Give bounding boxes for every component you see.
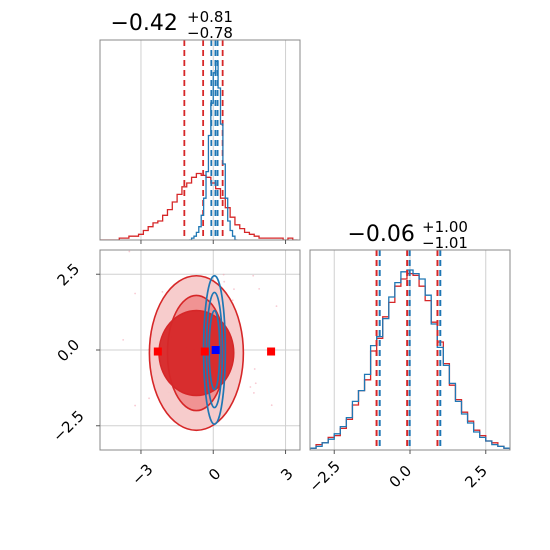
joint-sample-point: [128, 250, 131, 253]
joint-sample-point: [223, 280, 226, 283]
panel-2-title-minus: −1.01: [422, 234, 468, 252]
panel-2-xtick-label-0: −2.5: [305, 457, 343, 495]
joint-sample-point: [249, 386, 252, 388]
joint-sample-point: [275, 305, 278, 308]
joint-red-marker-2: [267, 347, 276, 356]
joint-sample-point: [148, 397, 150, 400]
joint-blue-marker-0: [211, 346, 220, 354]
panel-2-xtick-label-2: 2.5: [461, 462, 491, 492]
joint-sample-point: [161, 290, 164, 293]
joint-red-marker-0: [153, 347, 162, 356]
panel-2-ticks: −2.5 0.0 2.5: [305, 450, 491, 496]
joint-red-marker-1: [200, 347, 209, 356]
joint-xtick-label-2: 3: [277, 465, 296, 484]
joint-sample-point: [254, 382, 257, 385]
panel-1-title-plus: +0.81: [187, 8, 233, 26]
panel-2-xtick-label-1: 0.0: [386, 462, 416, 492]
joint-sample-point: [134, 292, 137, 295]
panel-2-title: −0.06 +1.00 −1.01: [347, 217, 473, 252]
joint-ytick-label-2: −2.5: [49, 407, 87, 445]
joint-ytick-label-0: 2.5: [54, 260, 84, 290]
marginal-panel-2: −2.5 0.0 2.5 −0.06 +1.00 −1.01: [305, 217, 511, 496]
joint-sample-point: [252, 392, 255, 394]
joint-xtick-label-0: −3: [128, 460, 156, 488]
joint-sample-point: [252, 274, 255, 277]
joint-sample-point: [178, 237, 180, 239]
panel-1-grid: [140, 40, 287, 240]
panel-1-marks: [100, 40, 298, 240]
joint-marks: [122, 237, 324, 432]
joint-sample-point: [253, 368, 256, 370]
panel-1-hist-series-1: [189, 60, 238, 240]
joint-ytick-label-1: 0.0: [54, 336, 84, 366]
joint-panel: −3 0 3 2.5 0.0 −2.5: [49, 237, 324, 489]
joint-sample-point: [122, 338, 125, 341]
panel-1-frame: [99, 39, 301, 241]
joint-sample-point: [322, 339, 324, 341]
panel-1-ticks: [140, 240, 287, 244]
panel-1-hist-series-0: [100, 172, 298, 240]
panel-1-title-minus: −0.78: [187, 24, 233, 42]
panel-2-title-plus: +1.00: [422, 218, 468, 236]
joint-xtick-label-1: 0: [205, 465, 224, 484]
panel-1-title-median: −0.42: [110, 11, 177, 36]
marginal-panel-1: −0.42 +0.81 −0.78: [99, 7, 301, 244]
joint-blue-contour-0: [208, 309, 221, 391]
joint-sample-point: [231, 299, 234, 302]
panel-2-title-median: −0.06: [347, 222, 414, 247]
panel-2-marks: [310, 250, 510, 450]
joint-sample-point: [258, 287, 261, 290]
panel-1-title: −0.42 +0.81 −0.78: [110, 7, 238, 42]
joint-sample-point: [233, 288, 235, 291]
joint-sample-point: [270, 404, 273, 407]
joint-sample-point: [134, 404, 137, 407]
joint-sample-point: [222, 273, 225, 276]
